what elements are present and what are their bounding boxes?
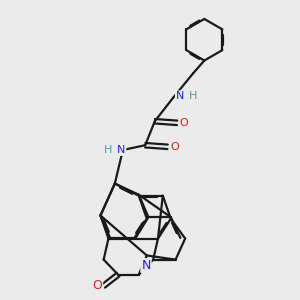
Text: H: H (189, 91, 197, 101)
Text: H: H (104, 145, 112, 155)
Text: O: O (180, 118, 189, 128)
Text: O: O (170, 142, 179, 152)
Text: N: N (141, 259, 151, 272)
Text: N: N (117, 145, 125, 155)
Text: N: N (176, 91, 184, 101)
Text: O: O (92, 279, 102, 292)
